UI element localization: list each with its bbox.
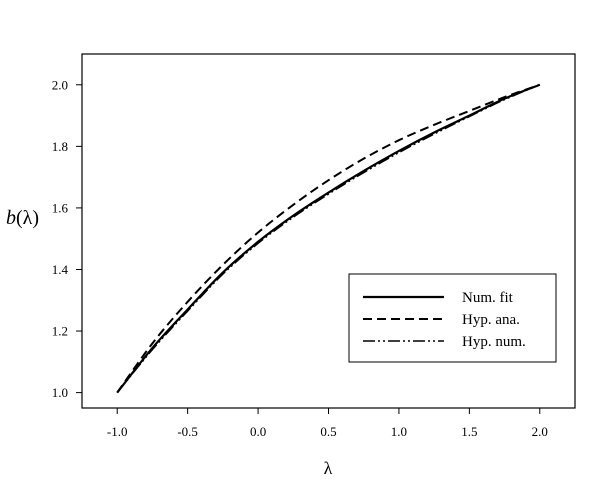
series-line-dashed — [116, 83, 541, 394]
x-axis: -1.0 -0.5 0.0 0.5 1.0 1.5 2.0 — [107, 408, 548, 439]
y-axis-title: b(λ) — [6, 207, 39, 229]
series-line-solid — [116, 83, 541, 394]
x-tick-label: 0.0 — [250, 424, 266, 439]
legend-label: Num. fit — [462, 290, 514, 306]
x-tick-label: 1.5 — [461, 424, 477, 439]
legend: Num. fit Hyp. ana. Hyp. num. — [348, 273, 557, 363]
y-axis-title-base: b — [6, 207, 16, 229]
y-axis-title-arg: (λ) — [16, 207, 39, 229]
y-tick-label: 1.6 — [52, 200, 69, 215]
y-tick-label: 2.0 — [52, 77, 68, 92]
y-tick-label: 1.2 — [52, 324, 68, 339]
y-axis: 1.0 1.2 1.4 1.6 1.8 2.0 — [52, 77, 82, 400]
legend-label: Hyp. ana. — [462, 312, 520, 328]
x-axis-title: λ — [324, 458, 333, 478]
x-tick-label: 0.5 — [320, 424, 336, 439]
y-tick-label: 1.4 — [52, 262, 69, 277]
legend-label: Hyp. num. — [462, 334, 526, 350]
y-tick-label: 1.0 — [52, 385, 68, 400]
y-tick-label: 1.8 — [52, 139, 68, 154]
x-tick-label: 1.0 — [391, 424, 407, 439]
x-tick-label: -0.5 — [177, 424, 198, 439]
x-tick-label: -1.0 — [107, 424, 128, 439]
x-tick-label: 2.0 — [532, 424, 548, 439]
series-layer — [116, 83, 541, 394]
